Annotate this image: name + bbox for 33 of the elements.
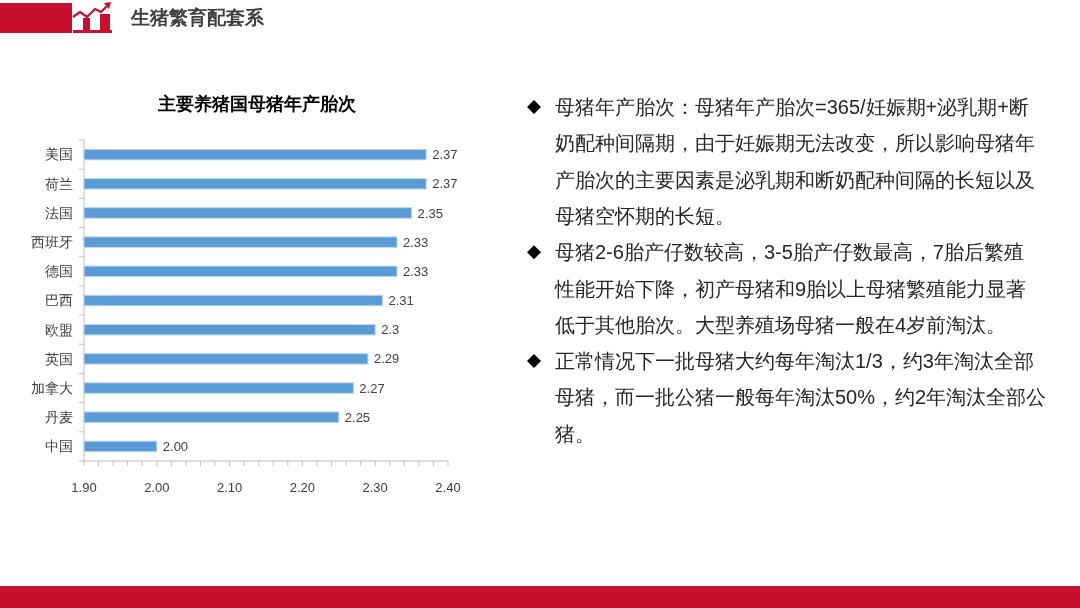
text: 正常情况下一批母猪大约每年淘汰1/3，约3年淘汰全部母猪，而一批公猪一般每年淘汰50%，约2年淘汰全部公猪。 (555, 350, 1047, 445)
y-tick-label: 欧盟 (45, 321, 73, 338)
data-label: 2.29 (373, 351, 400, 367)
y-tick-label: 荷兰 (45, 175, 73, 192)
y-tick-label: 西班牙 (31, 234, 73, 251)
data-label: 2.35 (417, 205, 443, 221)
data-label: 2.33 (403, 234, 429, 250)
y-tick-label: 英国 (45, 350, 73, 367)
y-tick-label: 加拿大 (31, 379, 73, 396)
data-label: 2.37 (432, 147, 458, 163)
y-tick-label: 法国 (45, 204, 73, 221)
data-label: 2.33 (403, 263, 429, 279)
data-label: 2.25 (344, 409, 371, 425)
x-tick-label: 1.90 (71, 480, 97, 495)
y-tick-label: 中国 (45, 438, 73, 455)
data-label: 2.27 (359, 380, 385, 396)
x-tick-label: 2.10 (216, 480, 243, 495)
chart-title: 主要养猪国母猪年产胎次 (157, 94, 357, 114)
y-tick-label: 巴西 (45, 292, 73, 309)
x-tick-label: 2.20 (289, 480, 316, 495)
text: 母猪年产胎次：母猪年产胎次=365/妊娠期+泌乳期+断奶配种间隔期，由于妊娠期无法改变，所以影响母猪年产胎次的主要因素是泌乳期和断奶配种间隔的长短以及母猪空怀期的长短。 (555, 96, 1035, 227)
y-tick-label: 美国 (45, 146, 73, 163)
data-label: 2.37 (432, 176, 458, 192)
text: 母猪2-6胎产仔数较高，3-5胎产仔数最高，7胎后繁殖性能开始下降，初产母猪和9胎以上母猪繁殖能力显著低于其他胎次。大型养殖场母猪一般在4岁前淘汰。 (554, 241, 1027, 336)
x-tick-label: 2.00 (144, 480, 170, 495)
text: 生猪繁育配套系 (130, 6, 265, 28)
data-label: 2.3 (381, 322, 400, 338)
data-label: 2.31 (388, 293, 414, 309)
data-label: 2.00 (162, 438, 189, 454)
y-tick-label: 丹麦 (45, 409, 73, 426)
x-tick-label: 2.30 (362, 480, 388, 495)
y-tick-label: 德国 (45, 263, 73, 280)
x-tick-label: 2.40 (435, 480, 461, 495)
